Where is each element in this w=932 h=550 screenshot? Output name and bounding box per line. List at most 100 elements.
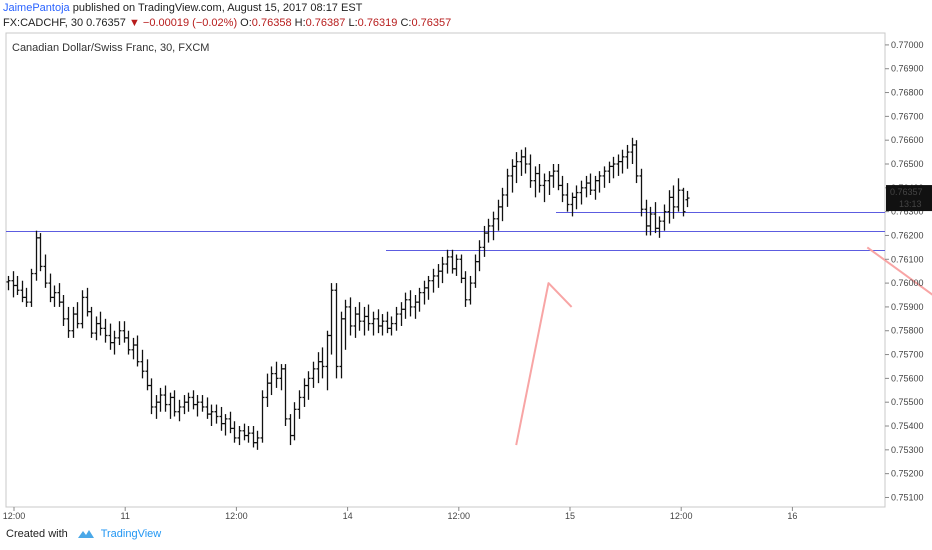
tradingview-link[interactable]: TradingView (100, 528, 162, 540)
ohlc-bar (255, 430, 260, 450)
ohlc-bar (570, 192, 575, 217)
ohlc-bar (122, 321, 127, 343)
y-tick-label: 0.76600 (891, 135, 924, 145)
y-tick-label: 0.75800 (891, 326, 924, 336)
ohlc-bar (274, 361, 279, 388)
ohlc-bar (362, 306, 367, 336)
ohlc-bar (279, 364, 284, 391)
publish-info: JaimePantoja published on TradingView.co… (3, 2, 362, 14)
ohlc-bar (630, 137, 635, 165)
ohlc-bar (103, 318, 108, 343)
ohlc-bar (403, 292, 408, 319)
ohlc-bar (246, 426, 251, 443)
y-tick-label: 0.76500 (891, 159, 924, 169)
ohlc-bar (57, 283, 62, 307)
ohlc-bar (325, 330, 330, 391)
ohlc-bar (662, 204, 667, 231)
ohlc-bar (223, 414, 228, 436)
y-tick-label: 0.75600 (891, 373, 924, 383)
ohlc-bar (357, 302, 362, 331)
ohlc-bar (644, 199, 649, 236)
y-tick-label: 0.76700 (891, 111, 924, 121)
ohlc-bar (519, 149, 524, 176)
y-tick-label: 0.75700 (891, 350, 924, 360)
close-label: C: (400, 17, 412, 29)
y-tick-label: 0.75200 (891, 469, 924, 479)
last-price-label: 0.76357 (890, 187, 923, 197)
price-change: −0.00019 (−0.02%) (142, 17, 238, 29)
ohlc-bar (579, 180, 584, 205)
open-label: O: (240, 17, 252, 29)
ohlc-bar (463, 271, 468, 307)
ohlc-bar (450, 249, 455, 274)
ohlc-bar (366, 304, 371, 331)
ohlc-bar (108, 323, 113, 350)
ohlc-bar (302, 378, 307, 407)
ohlc-bar (445, 249, 450, 274)
x-tick-label: 12:00 (3, 511, 26, 521)
ohlc-bar (140, 349, 145, 379)
published-text: published on TradingView.com, August 15,… (69, 2, 363, 14)
x-tick-label: 11 (121, 511, 130, 521)
pattern-leg-line (866, 246, 932, 296)
ohlc-bar (616, 154, 621, 176)
low-label: L: (348, 17, 358, 29)
ohlc-bar (163, 385, 168, 412)
ohlc-bar (200, 395, 205, 412)
ohlc-bar (172, 390, 177, 417)
ohlc-bar (311, 361, 316, 388)
ohlc-bar (316, 352, 321, 384)
ohlc-bar (380, 314, 385, 336)
ohlc-bar (556, 164, 561, 191)
ohlc-bar (639, 168, 644, 217)
ohlc-bar (588, 173, 593, 195)
ohlc-bar (547, 171, 552, 195)
ohlc-bar (269, 366, 274, 396)
ohlc-bar (48, 273, 53, 303)
ohlc-bar (426, 275, 431, 300)
y-tick-label: 0.75100 (891, 492, 924, 502)
pattern-leg-line (515, 282, 573, 446)
low-value: 0.76319 (357, 17, 398, 29)
ohlc-bar (52, 285, 57, 307)
chart-title: Canadian Dollar/Swiss Franc, 30, FXCM (12, 42, 209, 54)
last-price-label-box (886, 185, 932, 212)
ohlc-bar (34, 230, 39, 281)
ohlc-bar (634, 140, 639, 184)
ohlc-bar (75, 302, 80, 329)
ohlc-bar (607, 161, 612, 184)
ohlc-bar (537, 164, 542, 193)
ohlc-bar (237, 426, 242, 446)
ohlc-bar (505, 168, 510, 207)
ohlc-bar (228, 411, 233, 434)
ohlc-bar (436, 264, 441, 288)
ohlc-bar (533, 166, 538, 198)
y-tick-label: 0.76900 (891, 64, 924, 74)
symbol-label: FX:CADCHF, 30 (3, 17, 84, 29)
ohlc-bar (131, 337, 136, 360)
ohlc-bar (158, 387, 163, 412)
ohlc-bar (542, 173, 547, 203)
ohlc-bar (112, 330, 117, 355)
ohlc-bar (510, 159, 515, 193)
ohlc-bar (565, 183, 570, 212)
ohlc-bar (514, 152, 519, 184)
author-link[interactable]: JaimePantoja (3, 2, 70, 14)
ohlc-bar (653, 202, 658, 234)
ohlc-bar (145, 359, 150, 391)
ohlc-bar (459, 254, 464, 284)
ohlc-bar (168, 392, 173, 419)
ohlc-bar (602, 166, 607, 188)
ohlc-bar (496, 199, 501, 231)
ohlc-bar (242, 423, 247, 441)
y-tick-label: 0.75300 (891, 445, 924, 455)
ohlc-bar (667, 190, 672, 224)
ohlc-bar (648, 206, 653, 236)
ohlc-bar (283, 364, 288, 427)
ohlc-bar (182, 395, 187, 415)
ohlc-bar (11, 271, 16, 298)
ohlc-bar (417, 287, 422, 312)
ohlc-bar (551, 164, 556, 188)
ohlc-bar (593, 175, 598, 200)
